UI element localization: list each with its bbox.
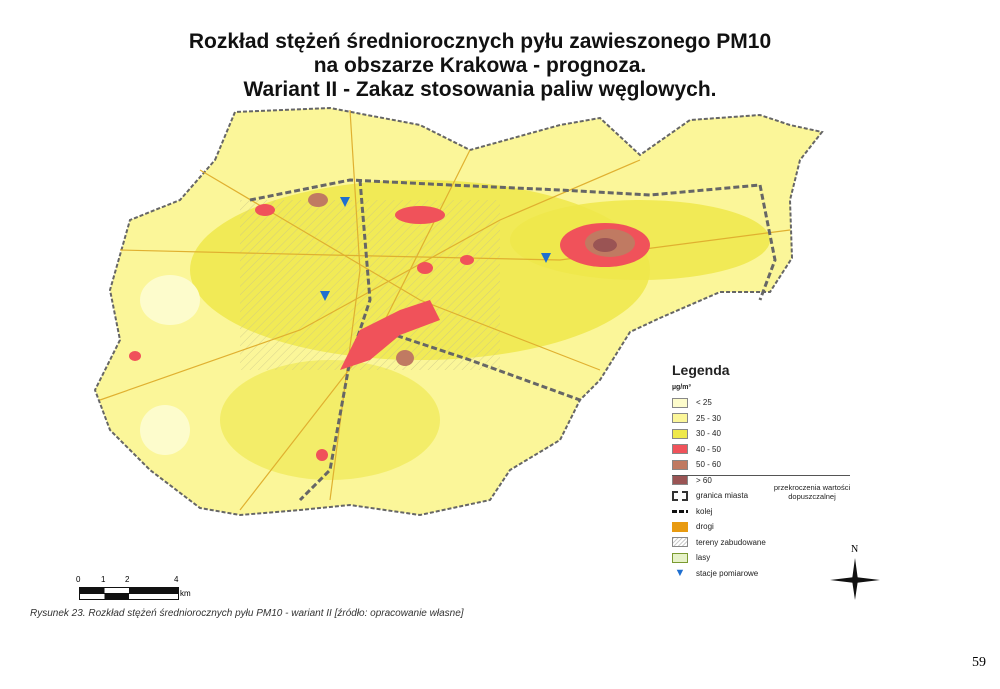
road-icon [672,521,688,532]
measurement-stations [320,197,551,301]
legend-unit: µg/m³ [672,384,691,391]
zone-under-25 [140,405,190,455]
station-icon: ▼ [674,567,686,580]
city-boundary-icon [672,490,688,501]
figure-caption: Rysunek 23. Rozkład stężeń średnioroczny… [30,608,464,619]
swatch-icon [672,475,688,486]
page-number: 59 [972,655,986,670]
title-line-3: Wariant II - Zakaz stosowania paliw węgl… [243,78,717,101]
title-line-2: na obszarze Krakowa - prognoza. [313,54,647,77]
railway-icon [672,509,688,513]
map-legend: Legenda µg/m³ < 25 25 - 30 30 - 40 40 - … [672,362,862,581]
exceedance-zones [129,193,650,461]
title-line-1: Rozkład stężeń średniorocznych pyłu zawi… [188,30,772,53]
swatch-icon [672,459,688,470]
legend-item: 25 - 30 [672,411,862,427]
legend-divider [672,475,850,476]
forest-icon [672,552,688,563]
legend-item: 50 - 60 [672,457,862,473]
legend-item: drogi [672,519,862,535]
zone-30-40 [220,360,440,480]
legend-item: kolej [672,504,862,520]
north-label: N [851,544,859,555]
north-arrow-icon [830,558,880,600]
legend-item: lasy [672,550,862,566]
swatch-icon [672,413,688,424]
legend-item: granica miasta [672,488,862,504]
exceedance-note: przekroczenia wartości dopuszczalnej [773,483,851,501]
legend-item: 30 - 40 [672,426,862,442]
built-up-hatch-icon [672,537,688,548]
swatch-icon [672,428,688,439]
swatch-icon [672,397,688,408]
swatch-icon [672,444,688,455]
map-title: Rozkład stężeń średniorocznych pyłu zawi… [100,30,860,102]
legend-item: tereny zabudowane [672,535,862,551]
legend-item: 40 - 50 [672,442,862,458]
legend-item: ▼ stacje pomiarowe [672,566,862,582]
legend-title: Legenda [672,362,730,378]
zone-under-25 [140,275,200,325]
legend-item: < 25 [672,395,862,411]
